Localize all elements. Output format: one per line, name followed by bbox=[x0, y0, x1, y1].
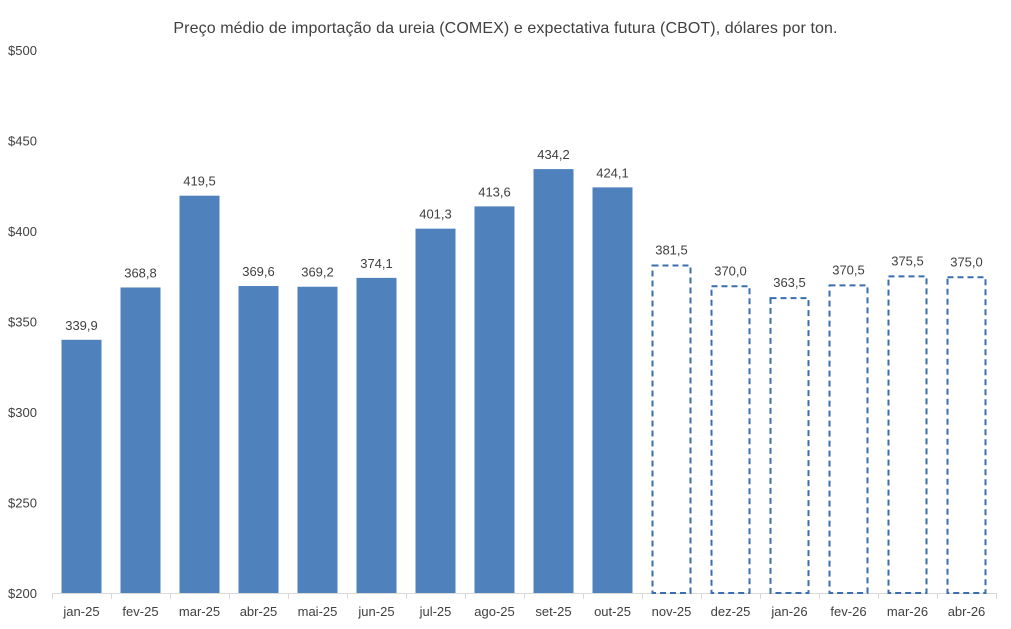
y-tick-label: $350 bbox=[8, 315, 37, 330]
x-tick-label-set-25: set-25 bbox=[535, 604, 571, 619]
bar-ago-25 bbox=[474, 206, 515, 593]
y-tick-label: $400 bbox=[8, 224, 37, 239]
data-label-abr-25: 369,6 bbox=[242, 264, 275, 279]
x-tick-label-mar-26: mar-26 bbox=[887, 604, 928, 619]
y-tick-label: $450 bbox=[8, 134, 37, 149]
data-label-dez-25: 370,0 bbox=[714, 263, 747, 278]
data-label-jul-25: 401,3 bbox=[419, 207, 452, 222]
bar-fev-25 bbox=[120, 287, 161, 593]
x-tick-label-jan-25: jan-25 bbox=[62, 604, 99, 619]
data-label-abr-26: 375,0 bbox=[950, 254, 983, 269]
x-tick-label-abr-26: abr-26 bbox=[948, 604, 986, 619]
data-label-fev-25: 368,8 bbox=[124, 265, 157, 280]
data-label-jan-26: 363,5 bbox=[773, 275, 806, 290]
x-tick-label-out-25: out-25 bbox=[594, 604, 631, 619]
bar-abr-26 bbox=[946, 276, 987, 594]
data-label-mar-25: 419,5 bbox=[183, 174, 216, 189]
bar-nov-25 bbox=[651, 264, 692, 594]
y-tick-label: $200 bbox=[8, 586, 37, 601]
data-label-mar-26: 375,5 bbox=[891, 253, 924, 268]
x-tick-label-jun-25: jun-25 bbox=[357, 604, 394, 619]
x-tick-label-jan-26: jan-26 bbox=[770, 604, 807, 619]
chart-title: Preço médio de importação da ureia (COME… bbox=[173, 20, 838, 37]
data-label-jun-25: 374,1 bbox=[360, 256, 393, 271]
bar-jun-25 bbox=[356, 277, 397, 593]
x-tick-label-ago-25: ago-25 bbox=[474, 604, 514, 619]
x-tick-label-mar-25: mar-25 bbox=[179, 604, 220, 619]
data-label-mai-25: 369,2 bbox=[301, 265, 334, 280]
data-label-nov-25: 381,5 bbox=[655, 242, 688, 257]
x-tick-label-fev-26: fev-26 bbox=[830, 604, 866, 619]
y-tick-label: $300 bbox=[8, 405, 37, 420]
data-label-out-25: 424,1 bbox=[596, 165, 629, 180]
bar-mar-26 bbox=[887, 275, 928, 594]
bar-fev-26 bbox=[828, 284, 869, 594]
x-tick-label-jul-25: jul-25 bbox=[419, 604, 452, 619]
data-label-set-25: 434,2 bbox=[537, 147, 570, 162]
x-tick-label-fev-25: fev-25 bbox=[122, 604, 158, 619]
x-tick-label-abr-25: abr-25 bbox=[240, 604, 278, 619]
x-tick-label-mai-25: mai-25 bbox=[298, 604, 338, 619]
bar-dez-25 bbox=[710, 285, 751, 594]
bar-mar-25 bbox=[179, 195, 220, 593]
x-tick-label-dez-25: dez-25 bbox=[711, 604, 751, 619]
bar-out-25 bbox=[592, 187, 633, 593]
data-label-jan-25: 339,9 bbox=[65, 318, 98, 333]
data-label-ago-25: 413,6 bbox=[478, 184, 511, 199]
bar-set-25 bbox=[533, 169, 574, 593]
bar-jan-26 bbox=[769, 297, 810, 594]
bar-jan-25 bbox=[61, 339, 102, 593]
bar-abr-25 bbox=[238, 286, 279, 593]
y-tick-label: $250 bbox=[8, 496, 37, 511]
bar-jul-25 bbox=[415, 228, 456, 593]
x-tick-label-nov-25: nov-25 bbox=[652, 604, 692, 619]
data-label-fev-26: 370,5 bbox=[832, 262, 865, 277]
bar-mai-25 bbox=[297, 286, 338, 593]
y-tick-label: $500 bbox=[8, 43, 37, 58]
